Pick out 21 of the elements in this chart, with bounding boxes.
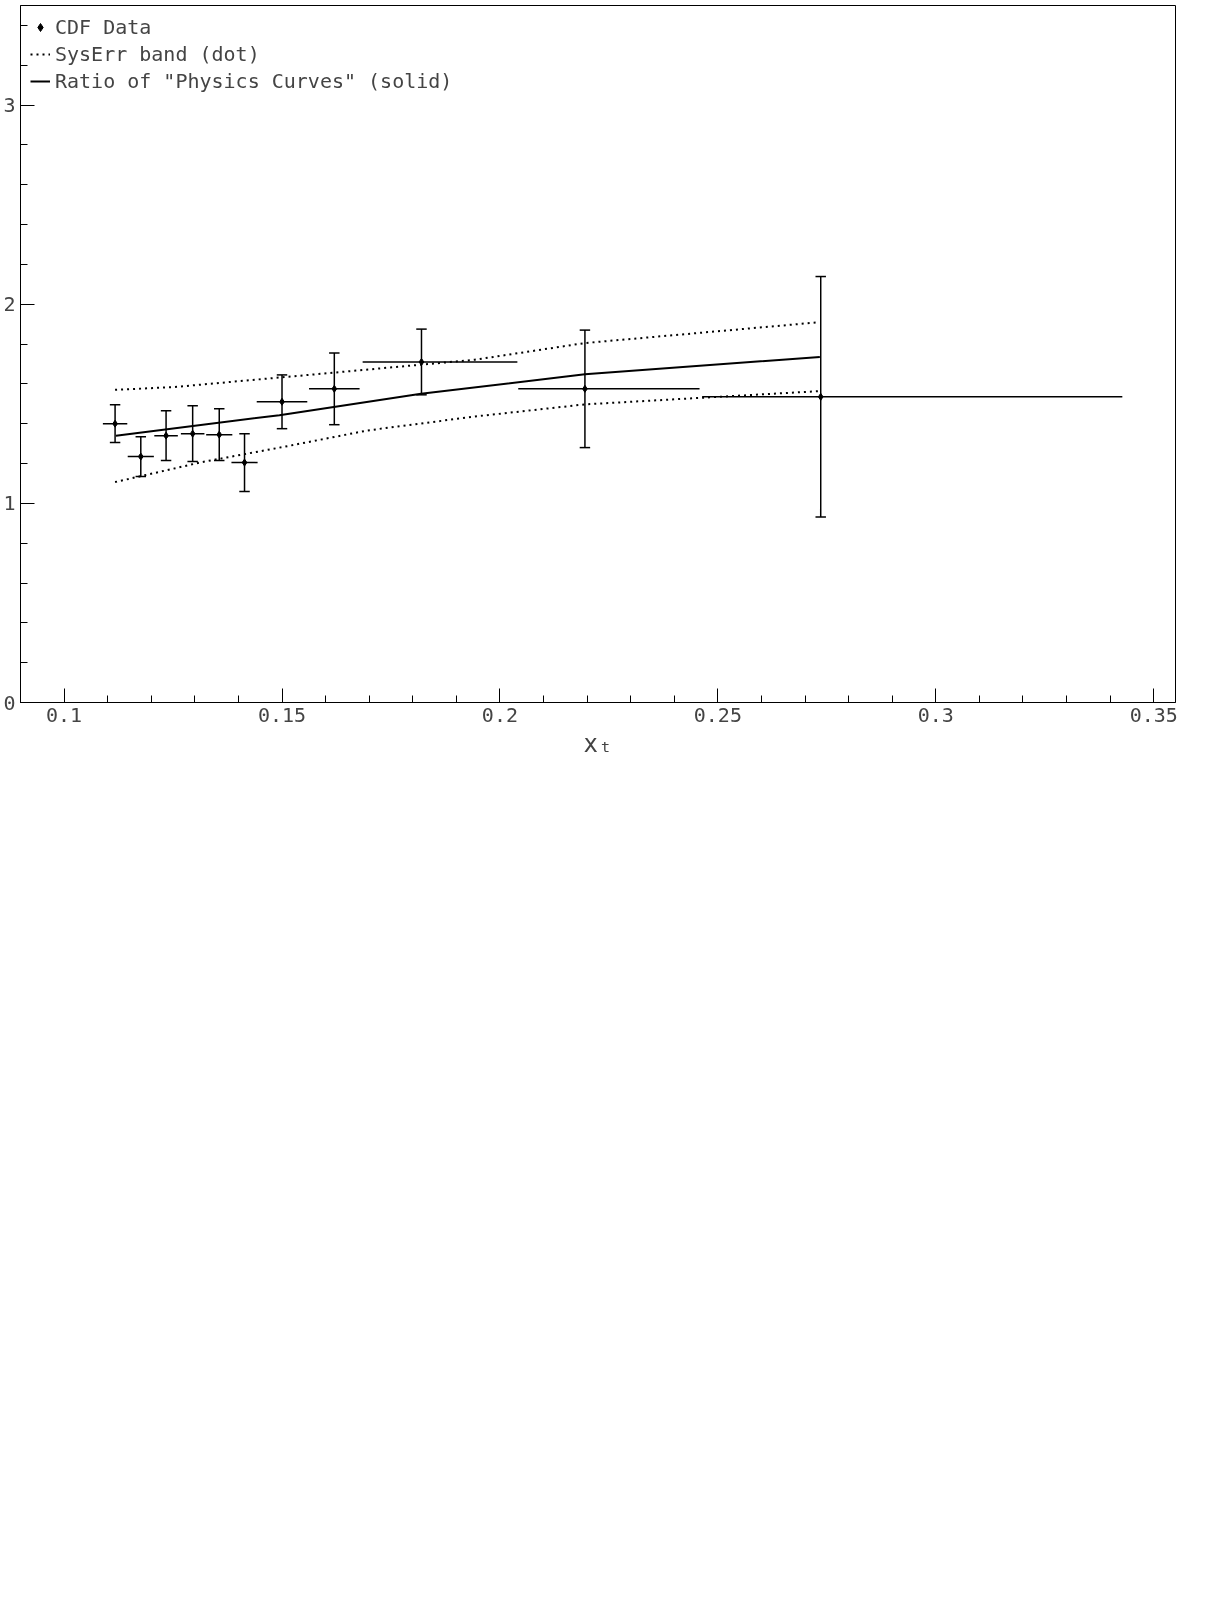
- x-tick-label: 0.25: [693, 702, 742, 727]
- y-tick-label: 3: [3, 93, 16, 118]
- point: [331, 384, 338, 393]
- legend-label: Ratio of "Physics Curves" (solid): [55, 69, 453, 93]
- x-axis-title: xₜ: [583, 729, 613, 758]
- point: [817, 392, 824, 401]
- point: [418, 357, 425, 366]
- x-tick-label: 0.2: [481, 702, 518, 727]
- legend-label: SysErr band (dot): [55, 42, 260, 66]
- y-tick-label: 0: [3, 690, 16, 715]
- legend-label: CDF Data: [55, 15, 152, 39]
- point: [137, 452, 144, 461]
- y-tick-label: 2: [3, 292, 16, 317]
- x-tick-label: 0.1: [46, 702, 83, 727]
- x-tick-label: 0.35: [1129, 702, 1178, 727]
- point: [216, 430, 223, 439]
- x-tick-label: 0.3: [917, 702, 954, 727]
- x-tick-label: 0.15: [257, 702, 307, 727]
- y-tick-label: 1: [3, 491, 16, 516]
- point: [189, 429, 196, 438]
- point: [241, 458, 248, 467]
